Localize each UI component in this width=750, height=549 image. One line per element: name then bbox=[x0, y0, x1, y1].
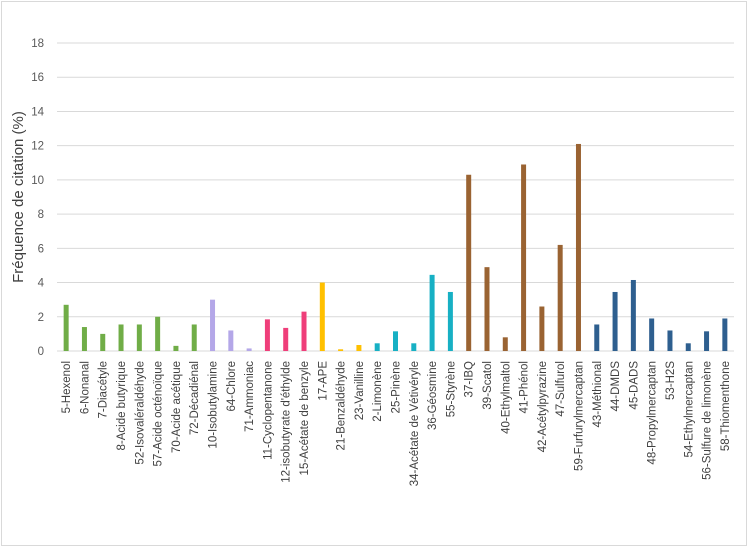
bar bbox=[210, 299, 216, 351]
x-tick-label: 48-Propylmercaptan bbox=[647, 361, 659, 465]
bar bbox=[264, 319, 270, 351]
x-tick-label: 12-isobutyrate d'éthylde bbox=[281, 361, 293, 483]
x-tick-label: 8-Acide butyrique bbox=[116, 361, 128, 451]
x-tick-label: 25-Pinène bbox=[391, 361, 403, 413]
bar bbox=[100, 333, 106, 351]
x-tick-label: 55-Styrène bbox=[445, 361, 457, 417]
x-tick-label: 54-Ethylmercaptan bbox=[683, 361, 695, 458]
bar bbox=[484, 267, 490, 351]
y-tick-label: 8 bbox=[38, 209, 44, 221]
bar bbox=[594, 324, 600, 351]
bar bbox=[173, 345, 179, 351]
x-tick-label: 21-Benzaldéhyde bbox=[336, 361, 348, 451]
x-tick-label: 43-Méthional bbox=[592, 361, 604, 427]
bar bbox=[630, 279, 636, 351]
bar bbox=[612, 291, 618, 351]
bar bbox=[191, 324, 197, 351]
y-tick-label: 2 bbox=[38, 312, 44, 324]
x-tick-label: 5-Hexenol bbox=[61, 361, 73, 413]
bar bbox=[447, 291, 453, 351]
x-tick-label: 71-Ammoniac bbox=[244, 361, 256, 432]
x-tick-label: 10-Isobutylamine bbox=[208, 361, 220, 449]
x-tick-label: 2-Limonène bbox=[372, 361, 384, 422]
bar bbox=[502, 337, 508, 351]
bar bbox=[81, 327, 87, 351]
x-tick-label: 36-Géosmine bbox=[427, 361, 439, 430]
x-tick-label: 64-Chlore bbox=[226, 361, 238, 412]
x-tick-label: 58-Thiomenthone bbox=[720, 361, 732, 451]
bar bbox=[356, 345, 362, 351]
x-tick-label: 44-DMDS bbox=[610, 361, 622, 412]
x-tick-label: 53-H2S bbox=[665, 361, 677, 400]
x-tick-label: 11-Cyclopentanone bbox=[262, 361, 274, 460]
y-axis-ticks: 0 2 4 6 8 10 12 14 16 18 bbox=[31, 38, 44, 358]
bar bbox=[411, 343, 417, 351]
y-tick-label: 10 bbox=[31, 175, 44, 187]
x-axis-ticks: 5-Hexenol 6-Nonanal 7-Diacétyle 8-Acide but… bbox=[61, 361, 732, 487]
bar bbox=[338, 349, 344, 351]
x-tick-label: 7-Diacétyle bbox=[98, 361, 110, 419]
bar bbox=[539, 306, 545, 351]
bar bbox=[429, 274, 435, 351]
x-tick-label: 34-Acétate de Vétivéryle bbox=[409, 361, 421, 486]
x-tick-label: 37-IBQ bbox=[464, 361, 476, 397]
bar bbox=[722, 318, 728, 351]
y-axis-label: Fréquence de citation (%) bbox=[10, 111, 27, 283]
x-tick-label: 42-Acétylpyrazine bbox=[537, 361, 549, 452]
y-tick-label: 12 bbox=[31, 141, 44, 153]
bar bbox=[136, 324, 142, 351]
x-tick-label: 52-Isovaléraldéhyde bbox=[134, 361, 146, 465]
bar bbox=[557, 244, 563, 351]
bar bbox=[228, 330, 234, 351]
x-tick-label: 47-Sulfurol bbox=[555, 361, 567, 417]
bar bbox=[283, 327, 289, 351]
x-tick-label: 15-Acétate de benzyle bbox=[299, 361, 311, 475]
bar bbox=[118, 324, 124, 351]
x-tick-label: 23-Vanilline bbox=[354, 361, 366, 420]
y-tick-label: 16 bbox=[31, 72, 44, 84]
x-tick-label: 45-DADS bbox=[628, 361, 640, 410]
x-tick-label: 56-Sulfure de limonène bbox=[702, 361, 714, 480]
x-tick-label: 70-Acide acétique bbox=[171, 361, 183, 453]
bars bbox=[63, 143, 728, 351]
y-tick-label: 14 bbox=[31, 106, 44, 118]
x-tick-label: 72-Décadiénal bbox=[189, 361, 201, 435]
gridlines bbox=[57, 42, 734, 352]
bar bbox=[466, 174, 472, 351]
bar bbox=[374, 343, 380, 351]
bar bbox=[393, 331, 398, 351]
x-tick-label: 17-APE bbox=[317, 361, 329, 401]
bar bbox=[575, 143, 581, 351]
bar bbox=[704, 331, 710, 351]
bar bbox=[649, 318, 655, 351]
x-tick-label: 40-Ethylmaltol bbox=[500, 361, 512, 434]
bar bbox=[667, 330, 673, 351]
x-tick-label: 39-Scatol bbox=[482, 361, 494, 410]
bar bbox=[63, 304, 69, 351]
bar bbox=[246, 348, 252, 351]
bar bbox=[319, 282, 325, 351]
bar bbox=[155, 316, 161, 351]
x-tick-label: 6-Nonanal bbox=[79, 361, 91, 414]
x-tick-label: 57-Acide octénoïque bbox=[153, 361, 165, 467]
bar bbox=[301, 311, 307, 351]
bar bbox=[685, 343, 691, 351]
y-tick-label: 6 bbox=[38, 243, 44, 255]
x-tick-label: 59-Furfurylmercaptan bbox=[573, 361, 585, 471]
y-tick-label: 0 bbox=[38, 346, 44, 358]
x-tick-label: 41-Phénol bbox=[519, 361, 531, 413]
bar bbox=[521, 164, 527, 351]
y-tick-label: 4 bbox=[38, 278, 45, 290]
y-tick-label: 18 bbox=[31, 38, 44, 50]
